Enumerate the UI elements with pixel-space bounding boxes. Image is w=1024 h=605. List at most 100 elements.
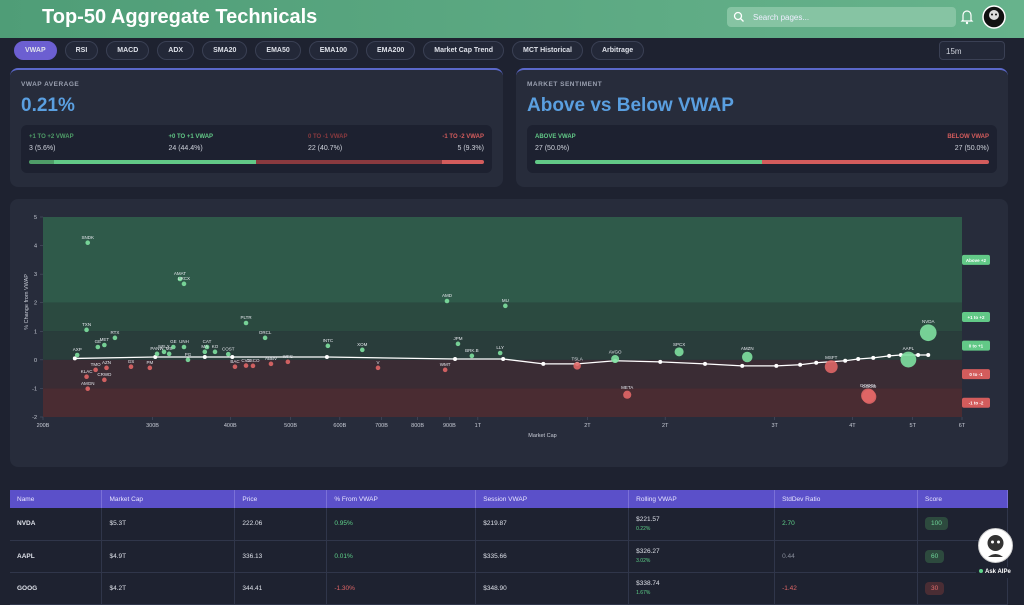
point-label: PM xyxy=(146,360,153,365)
point xyxy=(84,327,89,333)
stat: +0 TO +1 VWAP 24 (44.4%) xyxy=(168,134,213,152)
tab[interactable]: RSI xyxy=(64,41,99,60)
band-badge xyxy=(962,397,990,408)
tab[interactable]: EMA100 xyxy=(308,41,358,60)
point xyxy=(74,352,80,358)
point xyxy=(503,303,508,309)
line-dot xyxy=(230,355,235,359)
stat: BELOW VWAP 27 (50.0%) xyxy=(947,134,989,152)
stat-value: 27 (50.0%) xyxy=(954,145,989,152)
column-header: Session VWAP xyxy=(475,490,630,508)
point-label: LLY xyxy=(496,345,504,350)
point xyxy=(177,276,183,282)
y-tick-label: -2 xyxy=(32,415,37,421)
cell: $221.57 0.22% xyxy=(628,508,776,541)
column-header: StdDev Ratio xyxy=(774,490,918,508)
point xyxy=(360,347,365,353)
tab[interactable]: MACD xyxy=(106,41,150,60)
cell-text: 336.13 xyxy=(242,552,263,560)
cell-text: $219.87 xyxy=(483,520,507,528)
point xyxy=(181,281,187,287)
point-label: GOOGL xyxy=(860,383,877,388)
cell-text: GOOG xyxy=(17,584,38,592)
sentiment-card: MARKET SENTIMENT Above vs Below VWAP ABO… xyxy=(516,68,1008,187)
point xyxy=(181,344,187,350)
point xyxy=(102,342,107,348)
cell: 344.41 xyxy=(234,572,328,605)
cell-text: $348.90 xyxy=(483,584,507,592)
point-label: CVX xyxy=(241,358,250,363)
tab[interactable]: EMA50 xyxy=(255,41,301,60)
point-label: SPCX xyxy=(673,342,685,347)
x-tick-label: 2T xyxy=(584,423,591,429)
stat: +1 TO +2 VWAP 3 (5.6%) xyxy=(29,134,74,152)
bell-icon[interactable] xyxy=(960,9,974,25)
cell: -1.30% xyxy=(326,572,477,605)
cell-text: 2.70 xyxy=(782,520,795,528)
point xyxy=(93,367,98,373)
point xyxy=(674,347,684,357)
stat-value: 24 (44.4%) xyxy=(168,145,203,152)
cell-text: $4.9T xyxy=(109,552,127,560)
x-tick-label: 600B xyxy=(333,423,346,429)
y-tick-label: -1 xyxy=(32,386,37,392)
tab[interactable]: EMA200 xyxy=(366,41,416,60)
bar-segment xyxy=(441,160,484,164)
cell-text: NVDA xyxy=(17,520,36,528)
timeframe-select[interactable]: 15m xyxy=(939,41,1005,60)
point-label: RTX xyxy=(110,330,119,335)
band xyxy=(43,359,962,389)
stat-label: -1 TO -2 VWAP xyxy=(442,134,484,140)
cell: $335.66 xyxy=(475,540,630,573)
band xyxy=(43,217,962,303)
cell-text: 222.06 xyxy=(242,520,263,528)
band xyxy=(43,388,962,417)
point-label: KO xyxy=(212,344,219,349)
point-label: INTC xyxy=(323,338,334,343)
table-row: NVDA $5.3T 222.06 0.95% $219.87 $221.57 0.22% 2… xyxy=(10,508,1009,541)
x-tick-label: 900B xyxy=(443,423,456,429)
x-tick-label: 2T xyxy=(662,423,669,429)
line-dot xyxy=(926,353,931,357)
line-dot xyxy=(703,361,708,366)
assistant-button[interactable]: Ask AIPe xyxy=(976,567,1016,578)
point-label: CSCO xyxy=(246,358,260,363)
point-label: V xyxy=(376,360,379,365)
tab[interactable]: VWAP xyxy=(14,41,57,60)
band xyxy=(43,331,962,360)
point xyxy=(285,359,291,365)
line-dot xyxy=(843,358,848,363)
stat-label: +1 TO +2 VWAP xyxy=(29,134,74,140)
tab[interactable]: Arbitrage xyxy=(591,41,645,60)
bar-segment xyxy=(54,160,257,164)
point-label: AZN xyxy=(102,360,111,365)
rolling-price: $326.27 xyxy=(636,548,660,555)
tab[interactable]: SMA20 xyxy=(202,41,248,60)
avatar[interactable] xyxy=(982,5,1006,29)
point-label: AMZN xyxy=(741,346,754,351)
cell: 2.70 xyxy=(774,508,918,541)
point-label: UNH xyxy=(179,339,189,344)
point-label: ORCL xyxy=(259,330,272,335)
search-box[interactable]: Search pages... xyxy=(727,7,956,27)
cell: $4.9T xyxy=(101,540,236,573)
stats-box: +1 TO +2 VWAP 3 (5.6%) +0 TO +1 VWAP 24 (44… xyxy=(21,125,492,173)
tab[interactable]: MCT Historical xyxy=(511,41,583,60)
point-label: BRK.B xyxy=(465,348,479,353)
search-icon xyxy=(733,11,744,22)
point xyxy=(232,364,238,370)
bar-segment xyxy=(256,160,442,164)
assistant-avatar[interactable] xyxy=(977,527,1014,564)
point xyxy=(375,365,381,371)
point xyxy=(185,357,191,363)
point xyxy=(225,351,231,357)
point xyxy=(104,365,109,371)
stats-box: ABOVE VWAP 27 (50.0%) BELOW VWAP 27 (50.0%) xyxy=(527,125,997,173)
cell: $4.2T xyxy=(101,572,236,605)
point-label: NFLX xyxy=(158,344,170,349)
tab[interactable]: Market Cap Trend xyxy=(423,41,504,60)
point xyxy=(268,361,274,367)
point-label: WMT xyxy=(440,362,451,367)
tab[interactable]: ADX xyxy=(157,41,195,60)
cell-text: -1.42 xyxy=(782,584,797,592)
